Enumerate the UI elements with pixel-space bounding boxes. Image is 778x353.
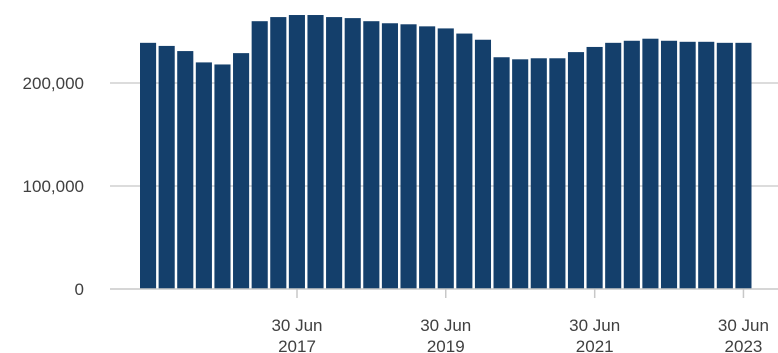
bar-2015-06-30 xyxy=(140,42,157,289)
bar-2023-03-31 xyxy=(716,42,733,289)
bar-2022-03-31 xyxy=(642,38,659,290)
bar-2019-09-30 xyxy=(456,33,473,290)
bar-2016-06-30 xyxy=(214,64,231,290)
bar-2020-06-30 xyxy=(512,59,529,290)
x-tick-label-1-line2: 2019 xyxy=(427,337,465,353)
bar-2018-03-31 xyxy=(344,18,361,290)
bar-2016-03-31 xyxy=(195,62,212,290)
bar-2021-03-31 xyxy=(567,52,585,289)
axes xyxy=(110,288,778,298)
x-axis-tick-labels: 30 Jun 2017 30 Jun 2019 30 Jun 2021 30 Jun 2023 xyxy=(271,316,768,353)
bar-2016-09-30 xyxy=(233,53,250,289)
bar-2019-03-31 xyxy=(419,26,436,289)
bar-2023-06-30 xyxy=(735,42,752,289)
bar-2018-12-31 xyxy=(400,24,417,289)
bar-2022-09-30 xyxy=(679,41,696,289)
bar-2019-06-30 xyxy=(437,28,454,289)
bar-2017-09-30 xyxy=(307,15,324,290)
x-tick-label-0-line1: 30 Jun xyxy=(271,316,322,335)
bar-2021-09-30 xyxy=(605,42,622,289)
bar-2015-12-31 xyxy=(177,51,194,289)
bar-2020-12-31 xyxy=(549,58,566,289)
bar-2020-03-31 xyxy=(493,57,510,289)
bar-2015-09-30 xyxy=(158,45,175,289)
x-tick-label-2-line2: 2021 xyxy=(576,337,614,353)
bar-2020-09-30 xyxy=(530,58,547,289)
bar-2017-03-31 xyxy=(270,17,287,290)
x-tick-label-3-line1: 30 Jun xyxy=(718,316,769,335)
bar-2019-12-31 xyxy=(474,39,492,289)
y-axis-tick-labels: 0 100,000 200,000 xyxy=(23,74,84,299)
bar-series xyxy=(140,15,752,290)
bar-2021-12-31 xyxy=(623,40,640,289)
bar-2017-12-31 xyxy=(326,17,343,290)
bar-2021-06-30 xyxy=(586,46,603,290)
bar-2022-06-30 xyxy=(660,40,678,289)
bar-2018-06-30 xyxy=(363,21,380,289)
y-tick-label-1: 100,000 xyxy=(23,177,84,196)
bar-2016-12-31 xyxy=(251,21,268,289)
x-tick-label-0-line2: 2017 xyxy=(278,337,316,353)
bar-2017-06-30 xyxy=(288,15,305,290)
bar-2018-09-30 xyxy=(381,23,398,289)
x-tick-label-3-line2: 2023 xyxy=(725,337,763,353)
y-tick-label-0: 0 xyxy=(75,280,84,299)
x-tick-label-1-line1: 30 Jun xyxy=(420,316,471,335)
bar-2022-12-31 xyxy=(698,41,715,289)
y-tick-label-2: 200,000 xyxy=(23,74,84,93)
x-tick-label-2-line1: 30 Jun xyxy=(569,316,620,335)
